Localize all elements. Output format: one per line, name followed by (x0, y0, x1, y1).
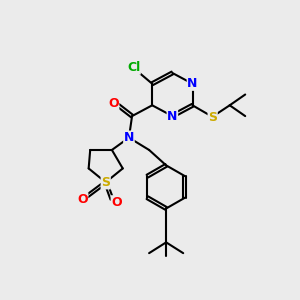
Text: S: S (208, 111, 217, 124)
Text: S: S (101, 176, 110, 189)
Text: Cl: Cl (127, 61, 140, 74)
Text: N: N (124, 131, 134, 144)
Text: N: N (167, 110, 178, 123)
Text: O: O (111, 196, 122, 209)
Text: N: N (187, 77, 198, 90)
Text: O: O (108, 97, 119, 110)
Text: O: O (77, 193, 88, 206)
